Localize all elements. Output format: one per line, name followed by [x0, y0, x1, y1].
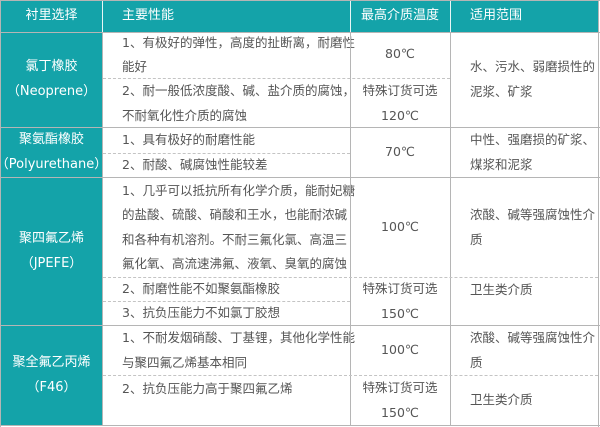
text-line: 水、污水、弱磨损性的 [470, 59, 596, 74]
lining-neoprene: 氯丁橡胶 （Neoprene） [1, 32, 102, 127]
text-line: 与聚四氟乙烯基本相同 [122, 354, 248, 370]
performance-cell: 1、具有极好的耐磨性能 [102, 128, 350, 153]
text-line: 浓酸、碱等强腐蚀性介 [470, 207, 596, 222]
text-line: 70℃ [385, 144, 415, 160]
header-divider [350, 1, 351, 32]
temp-cell: 特殊订货可选 150℃ [350, 376, 450, 425]
text-line: 特殊订货可选 [362, 380, 438, 395]
lining-name: 氯丁橡胶 [25, 59, 78, 74]
column-divider [102, 32, 103, 426]
text-line: 1、有极好的弹性，高度的扯断离，耐磨性 [122, 34, 355, 50]
text-line: 的盐酸、硫酸、硝酸和王水，也能耐浓碱 [122, 207, 348, 222]
performance-cell: 2、耐酸、碱腐蚀性能较差 [102, 153, 350, 177]
performance-cell: 3、抗负压能力不如氯丁胶想 [102, 302, 350, 325]
text-line: 2、耐一般低浓度酸、碱、盐介质的腐蚀， [122, 83, 355, 98]
scope-cell: 卫生类介质 [450, 376, 598, 425]
header-scope: 适用范围 [450, 1, 598, 32]
dashed-divider [103, 78, 450, 79]
text-line: 卫生类介质 [470, 281, 533, 297]
dashed-divider [103, 301, 350, 302]
temp-cell: 70℃ [350, 128, 450, 177]
text-line: 1、不耐发烟硝酸、丁基锂，其他化学性能 [122, 330, 355, 345]
column-divider [450, 32, 451, 426]
lining-name: 聚四氟乙烯 [18, 231, 84, 246]
lining-f46: 聚全氟乙丙烯 （F46） [1, 326, 102, 425]
text-line: 150℃ [381, 305, 419, 321]
dashed-divider [103, 153, 350, 154]
text-line: 80℃ [385, 45, 415, 61]
text-line: 质 [470, 354, 483, 370]
text-line: 特殊订货可选 [362, 281, 438, 296]
lining-polyurethane: 聚氨酯橡胶 （Polyurethane） [0, 128, 107, 177]
performance-cell: 2、耐一般低浓度酸、碱、盐介质的腐蚀， 不耐氧化性介质的腐蚀 [102, 80, 355, 127]
row-divider [0, 127, 600, 128]
row-divider [0, 177, 600, 178]
header-performance: 主要性能 [102, 1, 350, 32]
lining-english: （Polyurethane） [0, 156, 108, 172]
header-max-temp: 最高介质温度 [350, 1, 450, 32]
dashed-divider [103, 375, 598, 376]
text-line: 氟化氧、高流速沸氟、液氧、臭氧的腐蚀 [122, 256, 348, 271]
scope-cell: 卫生类介质 [450, 278, 598, 302]
border-bottom [0, 425, 600, 426]
text-line: 2、抗负压能力高于聚四氟乙烯 [122, 381, 293, 396]
row-divider [0, 325, 600, 326]
text-line: 1、几乎可以抵抗所有化学介质，能耐妃糖 [122, 182, 355, 198]
text-line: 泥浆、矿浆 [470, 83, 533, 99]
row-divider [0, 32, 600, 33]
text-line: 2、耐酸、碱腐蚀性能较差 [122, 156, 268, 172]
text-line: 100℃ [381, 342, 419, 358]
text-line: 浓酸、碱等强腐蚀性介 [470, 330, 596, 345]
scope-cell: 中性、强磨损的矿浆、 煤浆和泥浆 [450, 128, 598, 177]
lining-name: 聚全氟乙丙烯 [12, 355, 91, 370]
text-line: 质 [470, 231, 483, 247]
header-lining-text: 衬里选择 [25, 8, 78, 24]
scope-cell: 水、污水、弱磨损性的 泥浆、矿浆 [450, 32, 598, 127]
dashed-divider [103, 277, 598, 278]
temp-cell: 特殊订货可选 120℃ [350, 78, 450, 129]
performance-cell: 2、抗负压能力高于聚四氟乙烯 [102, 377, 350, 425]
performance-cell: 1、几乎可以抵抗所有化学介质，能耐妃糖 的盐酸、硫酸、硝酸和王水，也能耐浓碱 和… [102, 178, 355, 277]
performance-cell: 1、不耐发烟硝酸、丁基锂，其他化学性能 与聚四氟乙烯基本相同 [102, 326, 355, 375]
header-divider [102, 1, 103, 32]
text-line: 2、耐磨性能不如聚氨酯橡胶 [122, 281, 280, 297]
text-line: 特殊订货可选 [362, 83, 438, 98]
text-line: 和各种有机溶剂。不耐三氟化氯、高温三 [122, 231, 348, 247]
text-line: 卫生类介质 [470, 392, 533, 408]
temp-cell: 特殊订货可选 150℃ [350, 278, 450, 325]
scope-cell: 浓酸、碱等强腐蚀性介 质 [450, 178, 598, 277]
text-line: 120℃ [381, 107, 419, 123]
column-divider [350, 32, 351, 426]
lining-jpefe: 聚四氟乙烯 （JPEFE） [1, 178, 102, 325]
border-right [598, 0, 599, 427]
lining-english: （F46） [26, 379, 77, 395]
text-line: 不耐氧化性介质的腐蚀 [122, 107, 248, 123]
header-max-temp-text: 最高介质温度 [360, 8, 439, 24]
header-scope-text: 适用范围 [470, 8, 523, 24]
temp-cell: 100℃ [350, 178, 450, 277]
text-line: 煤浆和泥浆 [470, 156, 533, 172]
text-line: 150℃ [381, 404, 419, 420]
text-line: 100℃ [381, 219, 419, 235]
text-line: 中性、强磨损的矿浆、 [470, 132, 596, 147]
text-line: 能好 [122, 59, 148, 74]
header-performance-text: 主要性能 [122, 8, 175, 24]
text-line: 3、抗负压能力不如氯丁胶想 [122, 305, 280, 321]
lining-english: （JPEFE） [20, 255, 83, 271]
lining-english: （Neoprene） [6, 83, 97, 99]
header-divider [450, 1, 451, 32]
border-top [0, 0, 600, 1]
performance-cell: 2、耐磨性能不如聚氨酯橡胶 [102, 278, 350, 301]
lining-name: 聚氨酯橡胶 [18, 132, 84, 147]
performance-cell: 1、有极好的弹性，高度的扯断离，耐磨性 能好 [102, 32, 355, 78]
header-lining: 衬里选择 [1, 1, 102, 32]
temp-cell: 100℃ [350, 326, 450, 375]
temp-cell: 80℃ [350, 30, 450, 78]
text-line: 1、具有极好的耐磨性能 [122, 132, 255, 148]
border-left [0, 0, 1, 427]
scope-cell: 浓酸、碱等强腐蚀性介 质 [450, 326, 598, 375]
